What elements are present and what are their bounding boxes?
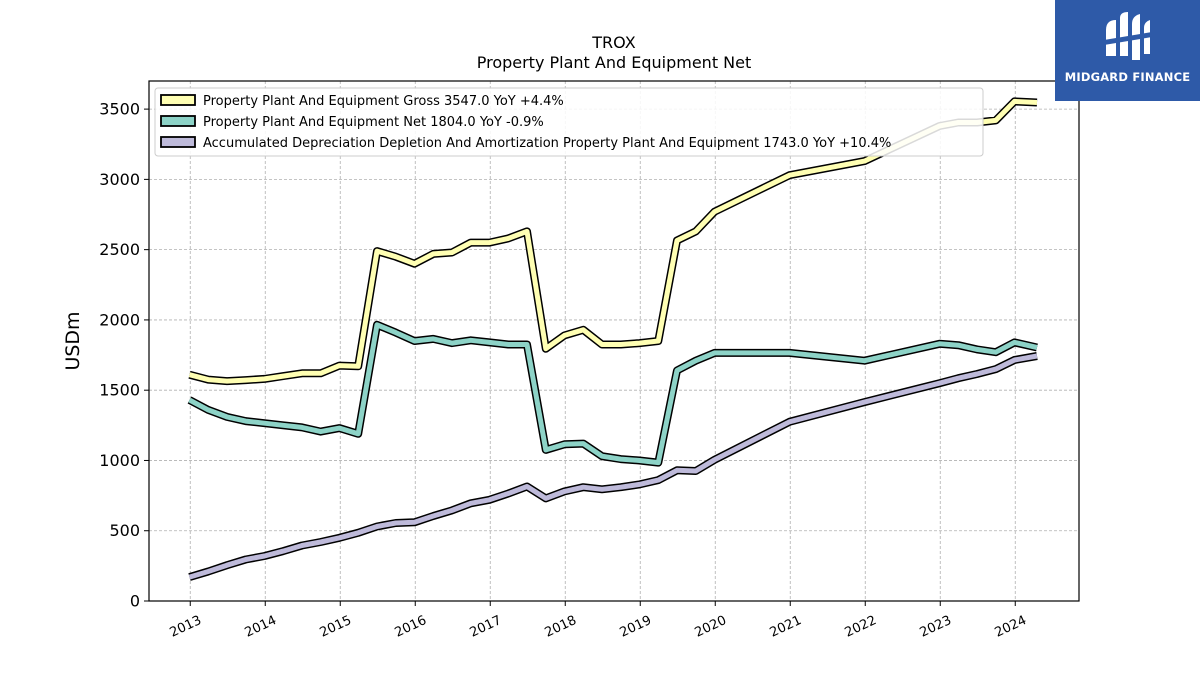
y-tick-label: 500 [109,521,140,540]
y-axis-label: USDm [62,311,84,370]
x-tick-label: 2014 [243,613,279,641]
x-tick-label: 2017 [468,613,504,641]
legend-label-2: Accumulated Depreciation Depletion And A… [203,136,891,151]
y-tick-label: 3000 [99,170,140,189]
legend-swatch-2 [160,136,196,148]
y-tick-label: 3500 [99,100,140,119]
legend-swatch-1 [160,115,196,127]
x-tick-label: 2015 [318,613,354,641]
chart-subtitle: Property Plant And Equipment Net [477,53,752,72]
legend-box [154,87,984,157]
x-tick-label: 2024 [993,613,1029,641]
series-2-line [188,353,1038,580]
y-tick-label: 1000 [99,451,140,470]
x-axis: 2013 2014 2015 2016 2017 2018 2019 2020 2021 2022… [168,601,1029,641]
y-tick-label: 0 [130,592,140,611]
plot-frame [148,80,1080,602]
midgard-logo-icon [1104,12,1152,60]
x-tick-label: 2020 [693,613,729,641]
series-1-line [188,322,1038,466]
chart-title: TROX [591,33,635,52]
x-tick-label: 2022 [843,613,879,641]
x-tick-label: 2021 [768,613,804,641]
y-tick-label: 1500 [99,381,140,400]
y-tick-label: 2500 [99,240,140,259]
x-tick-label: 2018 [543,613,579,641]
x-tick-label: 2013 [168,613,204,641]
legend-label-1: Property Plant And Equipment Net 1804.0 … [203,115,544,130]
x-tick-label: 2023 [918,613,954,641]
x-tick-label: 2019 [618,613,654,641]
series-0-line [188,98,1038,384]
y-tick-label: 2000 [99,310,140,329]
midgard-logo: MIDGARD FINANCE [1055,0,1200,101]
logo-text: MIDGARD FINANCE [1064,70,1191,84]
legend: Property Plant And Equipment Gross 3547.… [154,87,984,157]
x-tick-label: 2016 [393,613,429,641]
legend-swatch-0 [160,94,196,106]
y-axis: 0 500 1000 1500 2000 2500 3000 3500 [99,100,149,611]
series-group [187,97,1038,581]
legend-label-0: Property Plant And Equipment Gross 3547.… [203,94,564,109]
